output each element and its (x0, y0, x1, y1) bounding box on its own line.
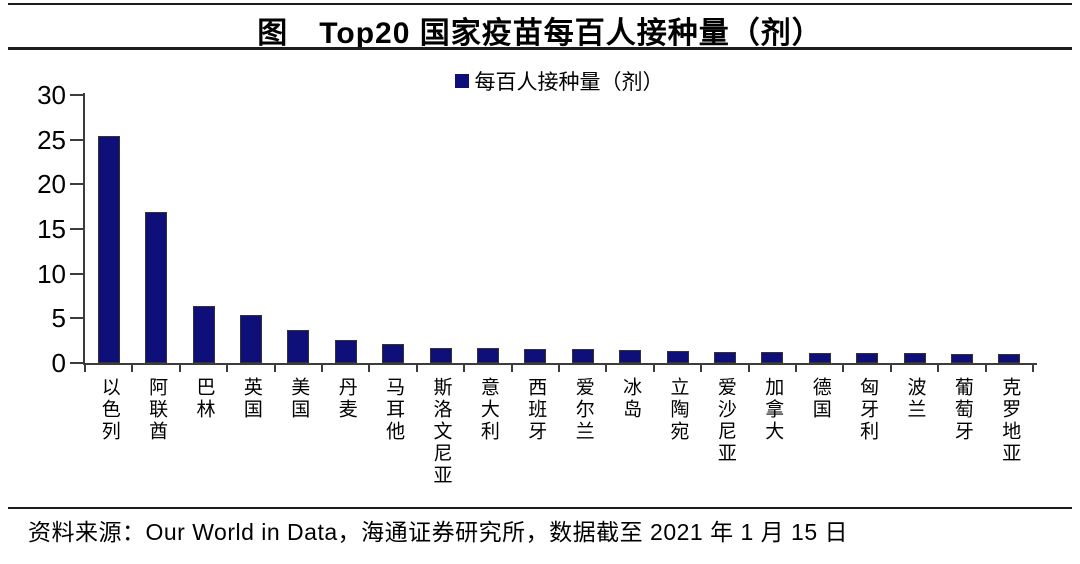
y-tick-label: 5 (51, 303, 66, 334)
x-category-label: 巴林 (193, 377, 215, 421)
x-tick (652, 365, 655, 372)
y-tick-label: 0 (51, 348, 66, 378)
x-category-label: 匈牙利 (857, 377, 879, 443)
x-category-label: 爱沙尼亚 (714, 377, 736, 465)
bar (903, 353, 926, 363)
bar (145, 212, 168, 363)
y-tick-label: 25 (37, 124, 66, 155)
x-tick (131, 365, 134, 372)
bar (666, 351, 689, 363)
title-divider-line (8, 47, 1072, 50)
x-tick (463, 365, 466, 372)
x-tick (889, 365, 892, 372)
source-note: 资料来源：Our World in Data，海通证券研究所，数据截至 2021… (28, 519, 849, 545)
chart-title: 图 Top20 国家疫苗每百人接种量（剂） (257, 17, 823, 50)
x-tick (842, 365, 845, 372)
x-category-label: 美国 (288, 377, 310, 421)
y-tick-label: 10 (37, 258, 66, 289)
bar (619, 350, 642, 363)
y-tick (70, 317, 83, 320)
x-tick (558, 365, 560, 372)
bar (97, 136, 120, 363)
x-tick (321, 365, 323, 372)
bar (287, 329, 310, 363)
y-tick (70, 94, 83, 96)
bar (239, 314, 262, 363)
top-border-line (8, 3, 1072, 5)
x-category-label: 阿联酋 (146, 377, 168, 443)
bar (192, 305, 215, 363)
bar (476, 348, 499, 363)
x-tick (747, 365, 750, 372)
bar (429, 347, 452, 363)
bar (334, 339, 357, 363)
bar (856, 353, 879, 363)
x-category-label: 立陶宛 (667, 377, 689, 443)
x-category-label: 英国 (240, 377, 262, 421)
bar (998, 354, 1021, 363)
x-category-label: 丹麦 (335, 377, 357, 421)
x-tick (984, 365, 987, 372)
bar (571, 349, 594, 363)
bar (761, 352, 784, 363)
bar (713, 351, 736, 363)
x-category-label: 德国 (809, 377, 831, 421)
x-category-label: 波兰 (904, 377, 926, 421)
x-tick (415, 365, 418, 372)
x-category-label: 斯洛文尼亚 (430, 377, 452, 487)
legend-label: 每百人接种量（剂） (474, 71, 664, 94)
x-category-label: 克罗地亚 (999, 377, 1021, 465)
x-tick (1032, 365, 1034, 372)
bar (382, 344, 405, 363)
x-category-label: 葡萄牙 (951, 377, 973, 443)
chart-legend: 每百人接种量（剂） (85, 66, 1033, 96)
x-category-label: 加拿大 (762, 377, 784, 443)
bar (808, 352, 831, 363)
legend-marker-icon (454, 74, 469, 88)
x-tick (368, 365, 371, 372)
x-tick (84, 365, 86, 372)
x-category-label: 冰岛 (620, 377, 642, 421)
x-tick (178, 365, 181, 372)
y-tick-label: 20 (37, 169, 66, 200)
x-tick (273, 365, 276, 372)
y-tick (70, 272, 83, 275)
y-tick-label: 30 (37, 80, 66, 110)
x-category-label: 爱尔兰 (572, 377, 594, 443)
y-tick-label: 15 (37, 214, 66, 244)
x-tick (226, 365, 229, 372)
bar (524, 348, 547, 363)
x-axis-line (83, 363, 1037, 365)
y-tick (70, 138, 83, 141)
y-tick (70, 228, 83, 230)
y-tick (70, 183, 83, 186)
x-category-label: 意大利 (477, 377, 499, 443)
x-category-label: 西班牙 (525, 377, 547, 443)
x-tick (937, 365, 940, 372)
x-tick (605, 365, 608, 372)
bar (950, 353, 973, 363)
x-category-label: 马耳他 (383, 377, 405, 443)
x-tick (510, 365, 513, 372)
y-axis-line (83, 93, 85, 365)
footer-divider-line (8, 507, 1072, 509)
y-tick (70, 362, 83, 364)
x-tick (700, 365, 703, 372)
x-category-label: 以色列 (98, 377, 120, 443)
x-tick (795, 365, 797, 372)
